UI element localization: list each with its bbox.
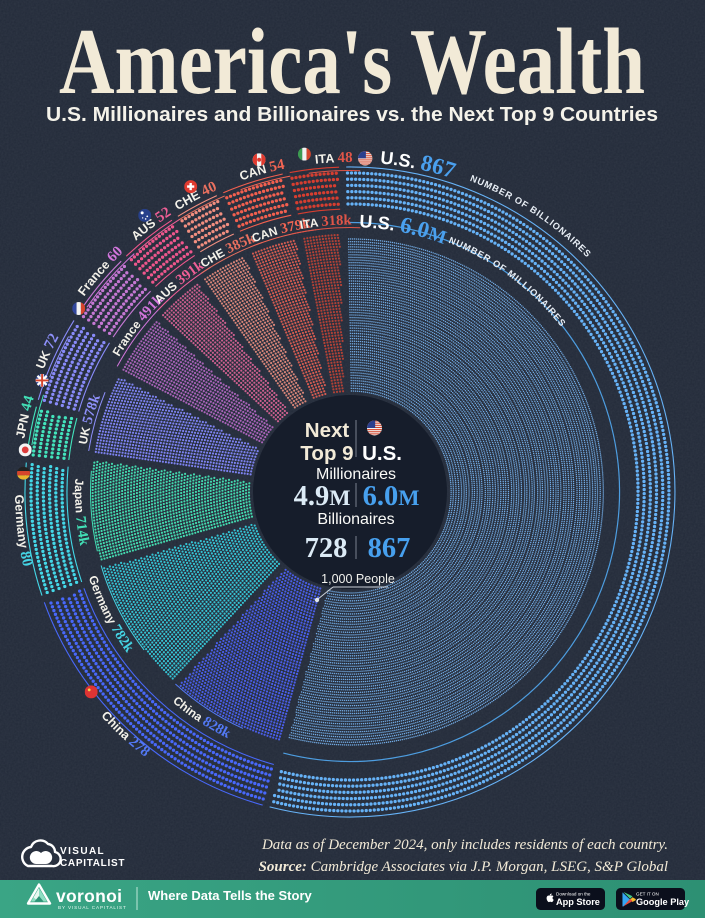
svg-text:6.0M: 6.0M — [363, 481, 420, 512]
svg-text:CAPITALIST: CAPITALIST — [60, 858, 125, 869]
svg-text:VISUAL: VISUAL — [60, 846, 105, 857]
svg-text:JPN 44: JPN 44 — [13, 393, 37, 439]
svg-text:Google Play: Google Play — [636, 897, 690, 907]
svg-text:Download on the: Download on the — [556, 892, 591, 897]
svg-text:Millionaires: Millionaires — [316, 466, 396, 483]
svg-text:Source: Cambridge Associates v: Source: Cambridge Associates via J.P. Mo… — [259, 859, 668, 875]
svg-text:Next: Next — [305, 419, 350, 442]
svg-text:728: 728 — [305, 533, 348, 564]
svg-text:U.S.: U.S. — [362, 442, 402, 465]
svg-text:U.S. Millionaires and Billiona: U.S. Millionaires and Billionaires vs. t… — [46, 104, 658, 126]
svg-text:Japan 714k: Japan 714k — [72, 478, 92, 547]
svg-text:America's Wealth: America's Wealth — [59, 10, 645, 114]
svg-text:Where Data Tells the Story: Where Data Tells the Story — [148, 888, 313, 903]
svg-text:867: 867 — [368, 533, 411, 564]
svg-text:ITA 318k: ITA 318k — [299, 212, 353, 232]
svg-text:Billionaires: Billionaires — [317, 511, 394, 528]
svg-text:App Store: App Store — [556, 897, 600, 907]
svg-text:BY VISUAL CAPITALIST: BY VISUAL CAPITALIST — [58, 905, 127, 910]
svg-text:Data as of December 2024, only: Data as of December 2024, only includes … — [261, 837, 668, 853]
svg-text:Top 9: Top 9 — [300, 442, 353, 465]
svg-text:4.9M: 4.9M — [294, 481, 351, 512]
svg-text:1,000 People: 1,000 People — [321, 572, 395, 586]
svg-text:GET IT ON: GET IT ON — [636, 892, 659, 897]
svg-text:ITA 48: ITA 48 — [314, 150, 352, 167]
svg-text:voronoi: voronoi — [56, 886, 122, 906]
